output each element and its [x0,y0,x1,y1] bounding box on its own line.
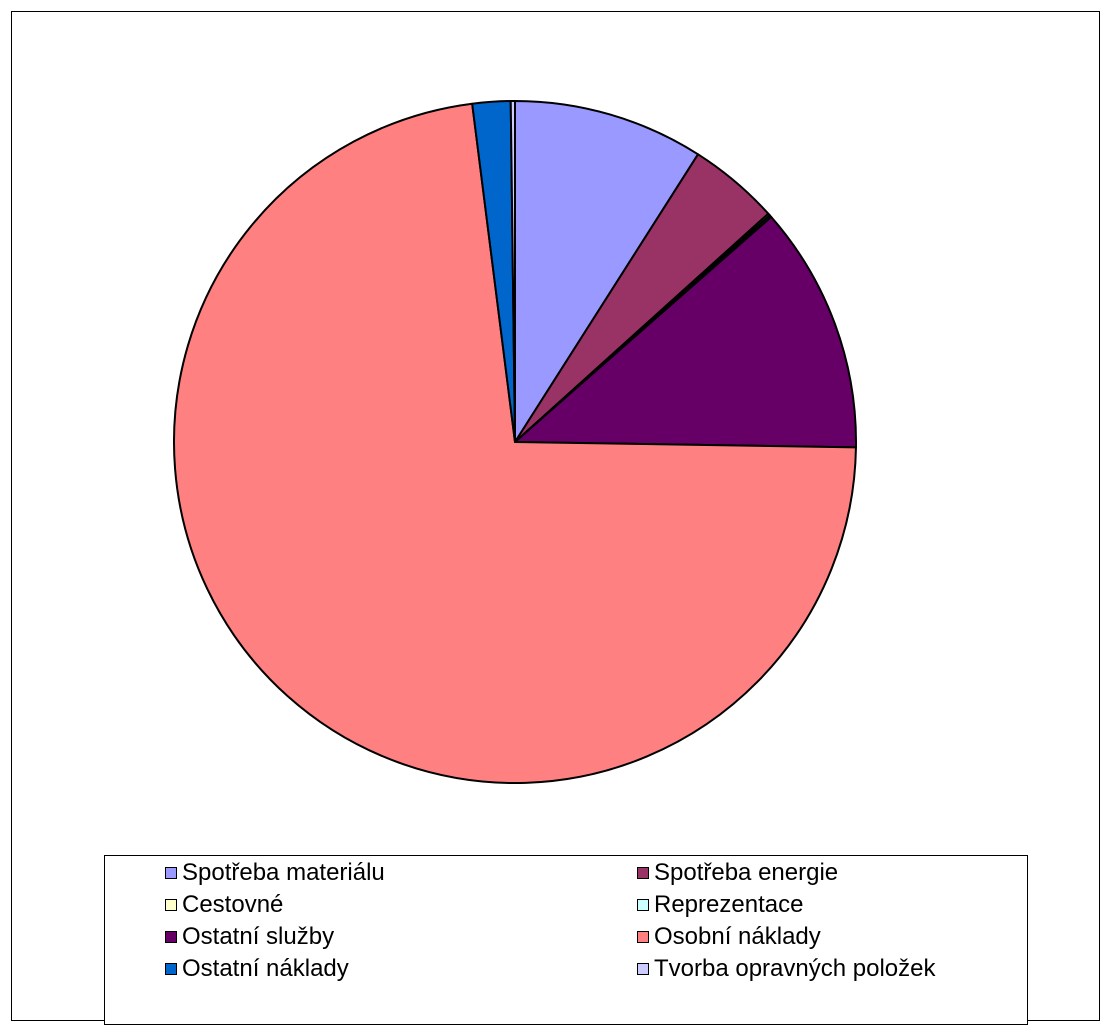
legend-item-ostatni-naklady: Ostatní náklady [165,954,349,984]
pie-slice-0 [514,100,700,443]
legend-swatch [165,899,177,911]
chart-legend: Spotřeba materiálu Spotřeba energie Cest… [104,855,1028,1025]
legend-swatch [165,963,177,975]
legend-item-tvorba-opravnych-polozek: Tvorba opravných položek [637,954,935,984]
legend-swatch [165,867,177,879]
legend-swatch [637,899,649,911]
pie-slice-7 [509,100,516,443]
legend-swatch [637,963,649,975]
legend-swatch [165,931,177,943]
legend-swatch [637,867,649,879]
legend-label: Reprezentace [654,891,804,918]
legend-label: Osobní náklady [654,923,821,950]
legend-label: Ostatní služby [182,923,335,950]
legend-label: Cestovné [182,891,284,918]
legend-item-cestovne: Cestovné [165,890,283,920]
pie-slice-4 [514,215,857,449]
legend-label: Ostatní náklady [182,955,349,982]
legend-label: Tvorba opravných položek [654,955,936,982]
legend-label: Spotřeba materiálu [182,859,385,886]
legend-item-reprezentace: Reprezentace [637,890,803,920]
legend-item-osobni-naklady: Osobní náklady [637,922,821,952]
pie-slice-5 [173,102,857,784]
legend-item-spotreba-energie: Spotřeba energie [637,858,838,888]
legend-label: Spotřeba energie [654,859,839,886]
legend-item-spotreba-materialu: Spotřeba materiálu [165,858,385,888]
legend-item-ostatni-sluzby: Ostatní služby [165,922,334,952]
legend-swatch [637,931,649,943]
